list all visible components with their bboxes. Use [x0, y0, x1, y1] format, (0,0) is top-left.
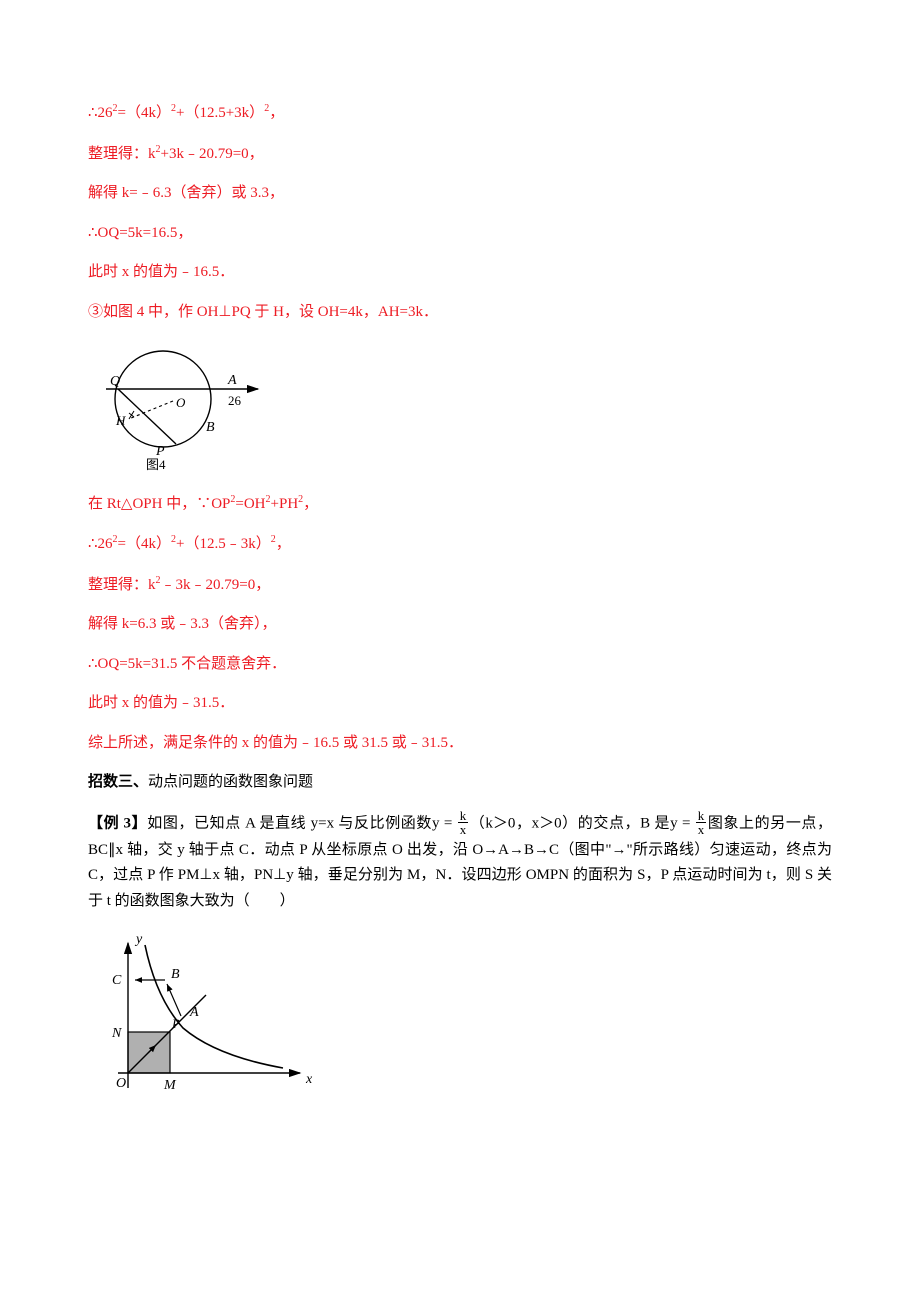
solution-line: ∴262=（4k）2+（12.5﹣3k）2，	[88, 531, 832, 558]
eq-yx: y =	[432, 815, 452, 831]
text: 如图，已知点 A 是直线 y=x 与反比例函数	[147, 815, 432, 831]
document-page: ∴262=（4k）2+（12.5+3k）2， 整理得：k2+3k﹣20.79=0…	[0, 0, 920, 1163]
label-a: A	[189, 1005, 199, 1020]
solution-line: 解得 k=﹣6.3（舍弃）或 3.3，	[88, 181, 832, 207]
text: 图象上的另一点，	[707, 815, 832, 831]
example-3-prompt: 【例 3】如图，已知点 A 是直线 y=x 与反比例函数y = kx（k＞0，x…	[88, 810, 832, 915]
denominator: x	[458, 823, 469, 837]
label-o: O	[176, 395, 186, 410]
solution-line: ③如图 4 中，作 OH⊥PQ 于 H，设 OH=4k，AH=3k．	[88, 300, 832, 326]
figure-4: Q A 26 O H B P 图4	[88, 339, 832, 481]
solution-line: ∴OQ=5k=16.5，	[88, 221, 832, 247]
label-n: N	[111, 1026, 122, 1041]
figure-example-3-svg: y x O A B C N P M	[88, 928, 318, 1103]
figure-4-svg: Q A 26 O H B P 图4	[88, 339, 268, 471]
solution-line: 此时 x 的值为﹣31.5．	[88, 691, 832, 717]
label-y: y	[134, 932, 143, 947]
numerator: k	[458, 809, 469, 824]
solution-line: ∴OQ=5k=31.5 不合题意舍弃．	[88, 652, 832, 678]
label-b: B	[206, 420, 215, 435]
label-h: H	[115, 413, 126, 428]
figure-example-3: y x O A B C N P M	[88, 928, 832, 1113]
solution-line: 在 Rt△OPH 中，∵OP2=OH2+PH2，	[88, 491, 832, 518]
section-heading: 招数三、动点问题的函数图象问题	[88, 770, 832, 796]
label-x: x	[305, 1072, 313, 1087]
text: （k＞0，x＞0）的交点，B 是	[469, 815, 670, 831]
solution-line: 解得 k=6.3 或﹣3.3（舍弃），	[88, 612, 832, 638]
heading-text: 动点问题的函数图象问题	[148, 774, 313, 790]
label-26: 26	[228, 393, 242, 408]
label-o: O	[116, 1076, 126, 1091]
text: ∴262=（4k）2+（12.5﹣3k）2，	[88, 536, 291, 552]
arrow-a-to-b	[167, 984, 181, 1016]
chord-pq	[118, 389, 176, 444]
solution-line: 整理得：k2+3k﹣20.79=0，	[88, 141, 832, 168]
label-a: A	[227, 373, 237, 388]
eq-yx2: y =	[670, 815, 690, 831]
fraction-k-over-x-2: kx	[696, 809, 707, 837]
solution-line: 整理得：k2﹣3k﹣20.79=0，	[88, 572, 832, 599]
oh-line	[131, 401, 173, 418]
example-label: 【例 3】	[88, 815, 147, 831]
text: 整理得：k2+3k﹣20.79=0，	[88, 146, 264, 162]
numerator: k	[696, 809, 707, 824]
label-b: B	[171, 967, 180, 982]
text: ∴262=（4k）2+（12.5+3k）2，	[88, 105, 284, 121]
solution-line: 综上所述，满足条件的 x 的值为﹣16.5 或 31.5 或﹣31.5．	[88, 731, 832, 757]
heading-label: 招数三、	[88, 774, 148, 790]
text: 整理得：k2﹣3k﹣20.79=0，	[88, 577, 270, 593]
denominator: x	[696, 823, 707, 837]
solution-line: 此时 x 的值为﹣16.5．	[88, 260, 832, 286]
fraction-k-over-x: kx	[458, 809, 469, 837]
label-m: M	[163, 1078, 177, 1093]
label-p: P	[171, 1016, 180, 1031]
text: BC∥x 轴，交 y 轴于点 C．动点 P 从坐标原点 O 出发，沿 O→A→B…	[88, 842, 832, 909]
label-c: C	[112, 973, 122, 988]
text: 在 Rt△OPH 中，∵OP2=OH2+PH2，	[88, 496, 318, 512]
label-q: Q	[110, 374, 120, 389]
solution-line: ∴262=（4k）2+（12.5+3k）2，	[88, 100, 832, 127]
figure-caption: 图4	[146, 457, 166, 471]
